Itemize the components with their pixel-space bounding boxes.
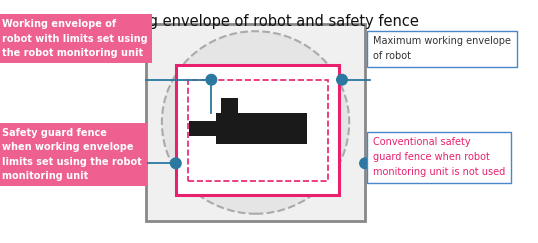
Bar xyxy=(216,113,307,144)
Circle shape xyxy=(206,74,217,85)
Bar xyxy=(146,24,365,221)
Text: Conventional safety
guard fence when robot
monitoring unit is not used: Conventional safety guard fence when rob… xyxy=(373,137,505,177)
Bar xyxy=(189,121,220,136)
Text: Safety guard fence
when working envelope
limits set using the robot
monitoring u: Safety guard fence when working envelope… xyxy=(2,128,141,181)
Circle shape xyxy=(337,74,348,85)
Bar xyxy=(176,65,339,195)
Text: Working envelope of
robot with limits set using
the robot monitoring unit: Working envelope of robot with limits se… xyxy=(2,19,147,58)
Text: Maximum working envelope
of robot: Maximum working envelope of robot xyxy=(373,36,511,61)
Bar xyxy=(188,80,328,181)
Ellipse shape xyxy=(162,31,349,214)
Text: Working envelope of robot and safety fence: Working envelope of robot and safety fen… xyxy=(98,14,419,29)
Circle shape xyxy=(171,158,181,169)
Bar xyxy=(221,98,238,113)
Circle shape xyxy=(360,158,370,169)
